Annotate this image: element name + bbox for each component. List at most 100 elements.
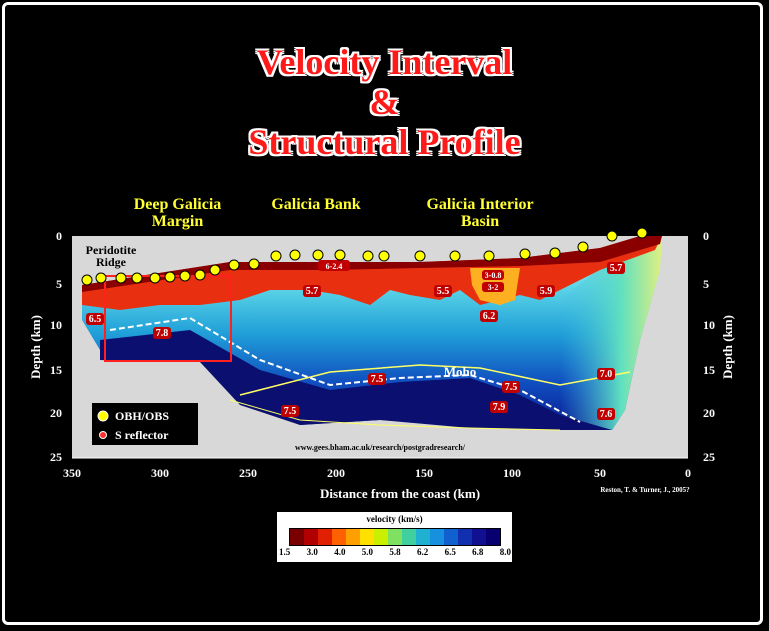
velocity-badge: 7.8 [153,327,171,339]
velocity-badge-text: 6.2 [483,311,496,322]
velocity-badge-text: 7.5 [371,374,384,385]
colorbar-tick: 4.0 [334,547,346,557]
y-axis-right: 0 5 10 15 20 25 Depth (km) [703,229,735,464]
region-deep-galicia-line1: Deep Galicia [133,196,222,213]
obs-marker [164,271,176,283]
velocity-badge-text: 7.9 [493,402,506,413]
y-axis-left: 0 5 10 15 20 25 Depth (km) [28,229,62,464]
obs-marker [289,249,301,261]
obs-marker [149,272,161,284]
colorbar-swatch [388,529,402,545]
velocity-badge-text: 7.5 [505,382,518,393]
y-tick: 25 [50,450,62,464]
obs-marker [312,249,324,261]
obs-marker [248,258,260,270]
obs-marker [179,270,191,282]
y-tick: 5 [56,277,62,291]
colorbar-swatch [430,529,444,545]
colorbar-swatch [416,529,430,545]
velocity-badge: 5.7 [607,262,625,274]
velocity-badge: 6.5 [86,313,104,325]
obs-marker [228,259,240,271]
region-galicia-bank: Galicia Bank [271,196,361,213]
velocity-badge-text: 7.5 [284,406,297,417]
x-tick: 50 [594,466,606,480]
velocity-badge: 5.9 [537,285,555,297]
velocity-badge-text: 3-2 [488,283,499,292]
region-interior-basin-line1: Galicia Interior [426,196,534,213]
legend-obs-symbol [97,410,109,422]
s-reflector-line [109,316,581,423]
y-tick-right: 15 [703,363,715,377]
velocity-badge-text: 5.7 [306,286,319,297]
colorbar-ticks: 1.5 3.0 4.0 5.0 5.8 6.2 6.5 6.8 8.0 [279,547,511,557]
x-tick: 350 [63,466,81,480]
y-tick-right: 25 [703,450,715,464]
velocity-badge: 3-2 [482,282,504,292]
velocity-badge: 6-2.4 [318,260,350,271]
obs-marker [378,250,390,262]
y-tick: 20 [50,406,62,420]
velocity-badge: 7.5 [281,405,299,417]
y-tick: 10 [50,318,62,332]
legend-obs-label: OBH/OBS [115,409,169,423]
colorbar-swatch [332,529,346,545]
legend-box [92,403,198,445]
title-line-1: Velocity Interval [256,42,513,82]
x-tick: 150 [415,466,433,480]
x-tick: 300 [151,466,169,480]
obs-marker [519,248,531,260]
mantle-wedge [100,330,612,430]
region-deep-galicia: Deep Galicia Margin [115,196,240,230]
colorbar-swatch [304,529,318,545]
velocity-badge: 7.5 [502,381,520,393]
velocity-badge: 5.5 [434,285,452,297]
velocity-badge-text: 6.5 [89,314,102,325]
credit-text: Reston, T. & Turner, J., 2005? [600,486,690,494]
velocity-badge-text: 7.8 [156,328,169,339]
obs-marker [194,269,206,281]
obs-marker [362,250,374,262]
obs-marker [81,274,93,286]
obs-marker [449,250,461,262]
colorbar-swatch [374,529,388,545]
y-tick-right: 10 [703,318,715,332]
moho-line [239,364,631,396]
colorbar-tick: 8.0 [499,547,511,557]
region-interior-basin-line2: Basin [460,213,500,230]
colorbar-swatch [486,529,500,545]
velocity-badge: 7.0 [597,368,615,380]
title-line-2: & [369,82,400,122]
velocity-badge-text: 3-0.8 [485,271,502,280]
lower-contour [229,399,561,431]
x-tick: 250 [239,466,257,480]
peridotite-label-2: Ridge [96,255,127,269]
colorbar-swatch [402,529,416,545]
obs-marker [334,249,346,261]
source-url: www.gees.bham.ac.uk/research/postgradres… [295,443,466,452]
x-tick: 200 [327,466,345,480]
colorbar-tick: 6.8 [472,547,484,557]
obs-marker [209,264,221,276]
colorbar-tick: 1.5 [279,547,291,557]
colorbar-swatch [472,529,486,545]
velocity-badges: 6.5 7.8 5.7 6-2.4 5.5 3-0.8 3-2 6.2 5.9 … [86,260,625,420]
colorbar-swatch [318,529,332,545]
velocity-badge: 7.9 [490,401,508,413]
y-tick: 0 [56,229,62,243]
title-line-3: Structural Profile [248,122,521,162]
y-tick-right: 5 [703,277,709,291]
obs-marker [95,272,107,284]
y-tick: 15 [50,363,62,377]
x-tick: 0 [685,466,691,480]
colorbar-tick: 6.5 [444,547,456,557]
x-axis-label: Distance from the coast (km) [320,486,480,501]
obs-marker [270,250,282,262]
obs-marker [549,247,561,259]
colorbar-swatch [290,529,304,545]
velocity-badge: 5.7 [303,285,321,297]
sediment-layer [82,236,662,310]
legend-reflector-symbol [99,431,107,439]
velocity-badge: 7.5 [368,373,386,385]
